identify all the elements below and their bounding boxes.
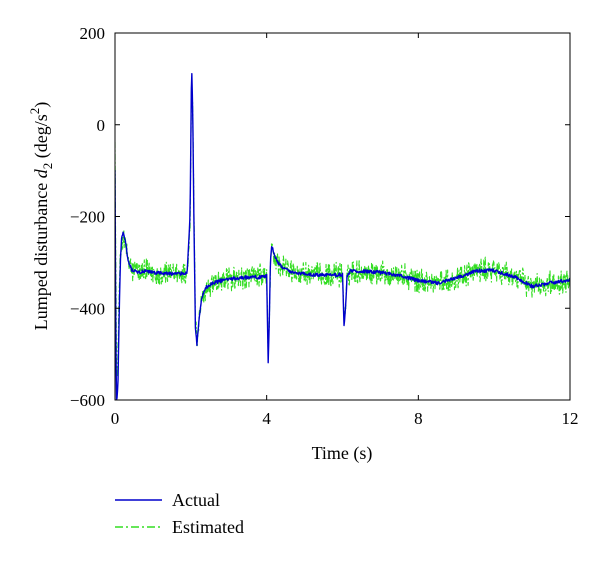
ticks-layer: 0 4 8 12 −600 −400 −200 0 200 bbox=[70, 24, 579, 428]
y-tick-label: −400 bbox=[70, 299, 105, 318]
y-axis-label-main: Lumped disturbance bbox=[31, 178, 51, 330]
x-tick-label: 4 bbox=[262, 409, 271, 428]
y-axis-label: Lumped disturbance d2 (deg/s2) bbox=[27, 102, 55, 330]
x-tick-label: 0 bbox=[111, 409, 120, 428]
x-tick-label: 12 bbox=[562, 409, 579, 428]
y-axis-label-subscript: 2 bbox=[40, 163, 55, 170]
legend-label-actual: Actual bbox=[172, 490, 220, 510]
y-axis-label-unit-sup: 2 bbox=[27, 108, 42, 115]
y-tick-label: −200 bbox=[70, 208, 105, 227]
series-layer bbox=[115, 72, 570, 400]
series-line-actual bbox=[115, 72, 570, 400]
y-axis-label-symbol: d bbox=[31, 168, 51, 178]
x-tick-label: 8 bbox=[414, 409, 423, 428]
plot-area bbox=[115, 33, 570, 400]
y-tick-label: 200 bbox=[80, 24, 106, 43]
y-axis-label-unit-open: (deg/s bbox=[31, 114, 52, 163]
x-axis-label: Time (s) bbox=[312, 443, 373, 464]
y-tick-label: −600 bbox=[70, 391, 105, 410]
y-tick-label: 0 bbox=[97, 116, 106, 135]
legend-label-estimated: Estimated bbox=[172, 517, 244, 537]
legend: Actual Estimated bbox=[115, 490, 244, 537]
y-axis-label-unit-close: ) bbox=[31, 102, 52, 108]
